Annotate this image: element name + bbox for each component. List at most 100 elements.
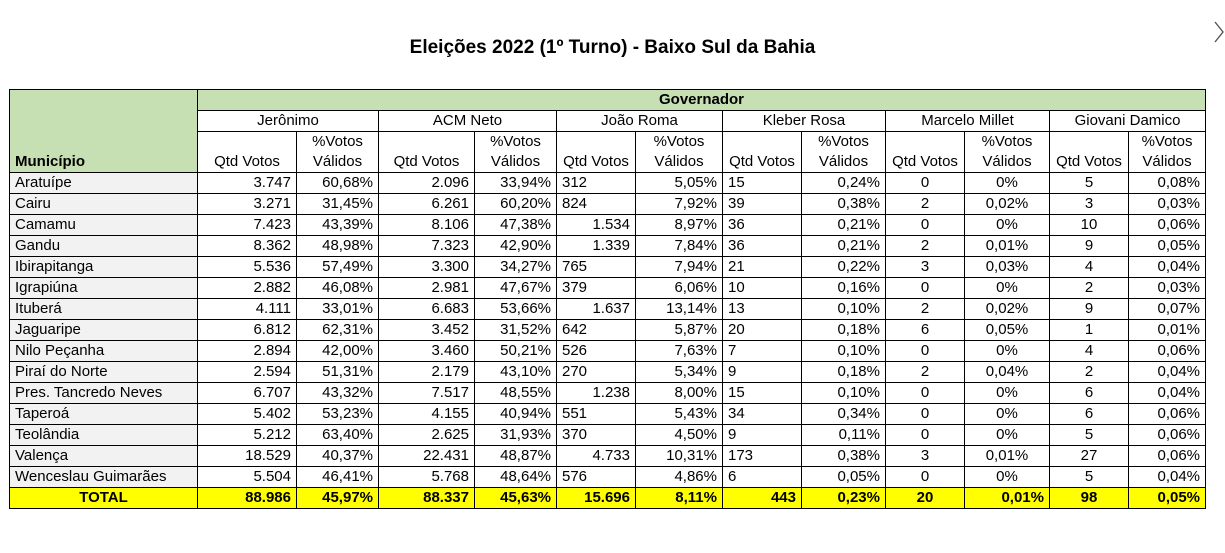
pct-votos-cell: 0,06%: [1127, 214, 1207, 236]
pct-votos-cell: 0,06%: [1127, 424, 1207, 446]
pct-votos-cell: 0%: [964, 340, 1050, 362]
qtd-votos-cell: 3: [885, 256, 965, 278]
table-row: Ituberá 4.111 33,01% 6.683 53,66% 1.637 13,14%…: [9, 298, 1207, 320]
pct-votos-cell: 5,05%: [635, 172, 723, 194]
pct-votos-cell: 48,64%: [474, 466, 557, 488]
total-pct-cell: 0,23%: [801, 487, 886, 509]
total-qtd-cell: 15.696: [556, 487, 636, 509]
table-row: Jaguaripe 6.812 62,31% 3.452 31,52% 642 5,87% 2…: [9, 319, 1207, 341]
pct-votos-cell: 31,52%: [474, 319, 557, 341]
table-row: Ibirapitanga 5.536 57,49% 3.300 34,27% 765 7,9…: [9, 256, 1207, 278]
qtd-votos-cell: 6: [1049, 382, 1129, 404]
pct-votos-cell: 0,10%: [801, 340, 886, 362]
pct-votos-line1: %Votos: [653, 133, 705, 150]
total-qtd-cell: 88.337: [378, 487, 475, 509]
pct-votos-cell: 0,06%: [1127, 445, 1207, 467]
candidate-header: Jerônimo: [197, 110, 379, 132]
qtd-votos-cell: 3.271: [197, 193, 297, 215]
qtd-votos-cell: 8.106: [378, 214, 475, 236]
pct-votos-cell: 0,21%: [801, 235, 886, 257]
municipio-cell: Piraí do Norte: [9, 361, 198, 383]
pct-votos-cell: 0,04%: [1127, 466, 1207, 488]
municipio-cell: Cairu: [9, 193, 198, 215]
qtd-votos-cell: 15: [722, 172, 802, 194]
municipio-cell: Nilo Peçanha: [9, 340, 198, 362]
pct-votos-cell: 42,00%: [296, 340, 379, 362]
pct-votos-cell: 5,34%: [635, 361, 723, 383]
header-row-group: Município Governador: [9, 89, 1207, 173]
total-row: TOTAL 88.986 45,97% 88.337 45,63% 15.696 8,11%…: [9, 487, 1207, 509]
qtd-votos-cell: 20: [722, 319, 802, 341]
qtd-votos-cell: 2.981: [378, 277, 475, 299]
pct-votos-cell: 0,03%: [964, 256, 1050, 278]
header-row-subcolumns: Qtd Votos %Votos Válidos Qtd Votos %Votos Vál…: [10, 131, 1207, 173]
qtd-votos-cell: 4: [1049, 256, 1129, 278]
table-row: Aratuípe 3.747 60,68% 2.096 33,94% 312 5,05% 15…: [9, 172, 1207, 194]
table-row: Gandu 8.362 48,98% 7.323 42,90% 1.339 7,84% 36 0…: [9, 235, 1207, 257]
pct-votos-cell: 7,63%: [635, 340, 723, 362]
pct-votos-cell: 0,08%: [1127, 172, 1207, 194]
qtd-votos-cell: 2.882: [197, 277, 297, 299]
pct-votos-line1: %Votos: [312, 133, 363, 150]
qtd-votos-cell: 5.504: [197, 466, 297, 488]
pct-votos-line1: %Votos: [981, 133, 1033, 150]
qtd-votos-cell: 34: [722, 403, 802, 425]
table-row: Taperoá 5.402 53,23% 4.155 40,94% 551 5,43% 34 0…: [9, 403, 1207, 425]
total-label: TOTAL: [9, 487, 198, 509]
table-row: Teolândia 5.212 63,40% 2.625 31,93% 370 4,50% 9…: [9, 424, 1207, 446]
qtd-votos-cell: 1.534: [556, 214, 636, 236]
page-title: Eleições 2022 (1º Turno) - Baixo Sul da …: [409, 37, 816, 58]
qtd-votos-cell: 526: [556, 340, 636, 362]
qtd-votos-cell: 5: [1049, 424, 1129, 446]
qtd-votos-cell: 6.683: [378, 298, 475, 320]
pct-votos-line1: %Votos: [1141, 133, 1193, 150]
pct-votos-line2: Válidos: [1142, 153, 1192, 170]
qtd-votos-cell: 13: [722, 298, 802, 320]
pct-votos-cell: 0,03%: [1127, 277, 1207, 299]
pct-votos-line2: Válidos: [654, 153, 704, 170]
qtd-votos-cell: 3.747: [197, 172, 297, 194]
pct-votos-cell: 33,94%: [474, 172, 557, 194]
qtd-votos-cell: 4.155: [378, 403, 475, 425]
municipio-cell: Taperoá: [9, 403, 198, 425]
qtd-votos-cell: 370: [556, 424, 636, 446]
pct-votos-cell: 7,92%: [635, 193, 723, 215]
pct-votos-cell: 43,39%: [296, 214, 379, 236]
qtd-votos-header: Qtd Votos: [378, 131, 475, 173]
pct-votos-cell: 50,21%: [474, 340, 557, 362]
pct-votos-cell: 34,27%: [474, 256, 557, 278]
pct-votos-cell: 0,05%: [1127, 235, 1207, 257]
pct-votos-cell: 5,43%: [635, 403, 723, 425]
qtd-votos-cell: 1.238: [556, 382, 636, 404]
pct-votos-cell: 0%: [964, 277, 1050, 299]
candidate-header: Giovani Damico: [1048, 110, 1207, 132]
qtd-votos-header: Qtd Votos: [197, 131, 297, 173]
qtd-votos-cell: 6: [722, 466, 802, 488]
qtd-votos-cell: 3.452: [378, 319, 475, 341]
total-pct-cell: 0,01%: [964, 487, 1050, 509]
pct-votos-cell: 0,06%: [1127, 340, 1207, 362]
pct-votos-cell: 33,01%: [296, 298, 379, 320]
candidate-header: Marcelo Millet: [885, 110, 1050, 132]
total-qtd-cell: 88.986: [197, 487, 297, 509]
pct-votos-cell: 8,00%: [635, 382, 723, 404]
qtd-votos-cell: 0: [885, 466, 965, 488]
pct-votos-cell: 0,05%: [964, 319, 1050, 341]
pct-votos-cell: 13,14%: [635, 298, 723, 320]
pct-votos-cell: 42,90%: [474, 235, 557, 257]
qtd-votos-cell: 2.894: [197, 340, 297, 362]
total-pct-cell: 8,11%: [635, 487, 723, 509]
pct-votos-cell: 0%: [964, 403, 1050, 425]
pct-votos-cell: 0,18%: [801, 361, 886, 383]
close-icon[interactable]: [1213, 20, 1225, 44]
qtd-votos-cell: 1.339: [556, 235, 636, 257]
pct-votos-cell: 10,31%: [635, 445, 723, 467]
qtd-votos-cell: 21: [722, 256, 802, 278]
pct-votos-cell: 48,55%: [474, 382, 557, 404]
pct-votos-cell: 57,49%: [296, 256, 379, 278]
qtd-votos-cell: 173: [722, 445, 802, 467]
qtd-votos-cell: 1: [1049, 319, 1129, 341]
pct-votos-cell: 6,06%: [635, 277, 723, 299]
pct-votos-cell: 0%: [964, 382, 1050, 404]
pct-votos-line2: Válidos: [490, 153, 541, 170]
